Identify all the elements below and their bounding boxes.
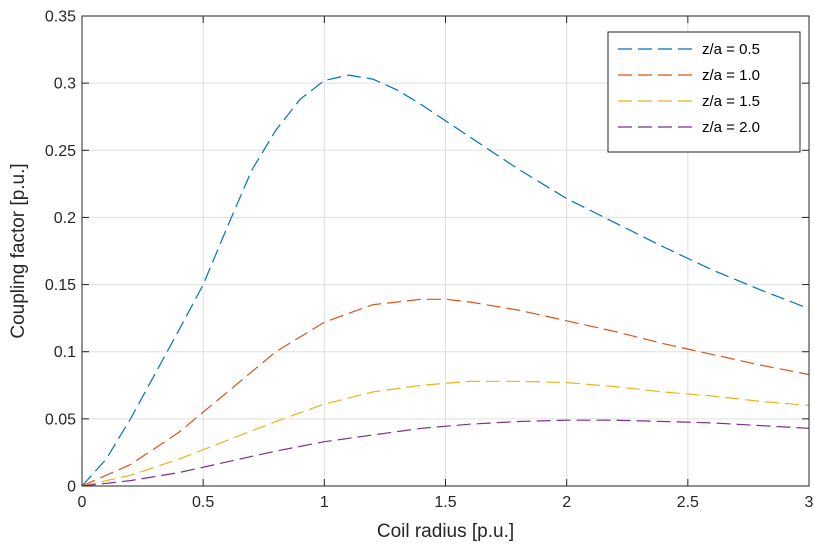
legend-label-1: z/a = 0.5 [702, 41, 760, 58]
legend-label-2: z/a = 1.0 [702, 67, 760, 84]
y-tick-label: 0 [67, 479, 76, 496]
x-tick-label: 0.5 [192, 494, 214, 511]
series-line-1 [81, 74, 810, 487]
y-tick-label: 0.1 [54, 344, 76, 361]
series-line-2 [81, 298, 810, 487]
y-tick-label: 0.35 [45, 9, 76, 26]
x-tick-label: 3 [805, 494, 814, 511]
y-tick-labels: 0 0.05 0.1 0.15 0.2 0.25 0.3 0.35 [45, 9, 76, 496]
x-tick-labels: 0 0.5 1 1.5 2 2.5 3 [78, 494, 814, 511]
legend-label-4: z/a = 2.0 [702, 119, 760, 136]
legend-label-3: z/a = 1.5 [702, 93, 760, 110]
y-tick-label: 0.25 [45, 143, 76, 160]
x-tick-label: 2.5 [677, 494, 699, 511]
y-axis-label: Coupling factor [p.u.] [8, 163, 29, 338]
series-line-4 [81, 419, 810, 487]
y-tick-label: 0.2 [54, 210, 76, 227]
x-axis-label: Coil radius [p.u.] [377, 521, 514, 542]
x-tick-label: 2 [562, 494, 571, 511]
legend: z/a = 0.5 z/a = 1.0 z/a = 1.5 z/a = 2.0 [607, 31, 801, 153]
x-tick-label: 1.5 [434, 494, 456, 511]
series-layer [81, 74, 810, 487]
legend-box [607, 31, 801, 153]
y-tick-label: 0.05 [45, 411, 76, 428]
series-line-3 [81, 380, 810, 487]
y-tick-label: 0.15 [45, 277, 76, 294]
x-tick-label: 1 [320, 494, 329, 511]
x-tick-label: 0 [78, 494, 87, 511]
y-tick-label: 0.3 [54, 76, 76, 93]
axis-ticks [81, 15, 810, 487]
